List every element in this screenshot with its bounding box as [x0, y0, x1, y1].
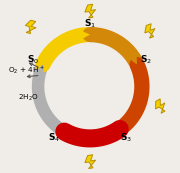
- Polygon shape: [85, 155, 96, 169]
- Text: S$_2$: S$_2$: [140, 54, 152, 66]
- Polygon shape: [25, 20, 36, 34]
- Polygon shape: [145, 24, 155, 38]
- Text: S$_4$: S$_4$: [48, 131, 60, 144]
- Polygon shape: [85, 4, 96, 18]
- Text: O$_2$ + 4H$^+$: O$_2$ + 4H$^+$: [8, 64, 44, 76]
- Text: S$_1$: S$_1$: [84, 18, 96, 30]
- Text: S$_0$: S$_0$: [28, 54, 40, 66]
- Text: 2H$_2$O: 2H$_2$O: [18, 93, 39, 103]
- Text: S$_3$: S$_3$: [120, 131, 132, 144]
- Polygon shape: [156, 99, 165, 113]
